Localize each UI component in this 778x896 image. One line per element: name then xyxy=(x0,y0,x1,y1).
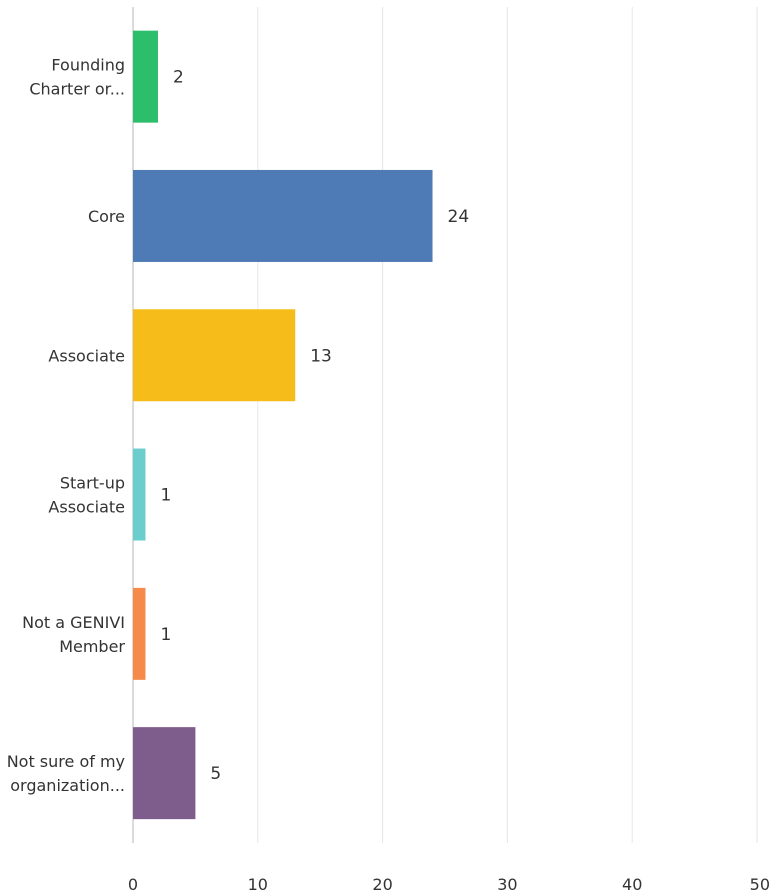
bar-2 xyxy=(133,169,433,262)
x-tick-label-0: 0 xyxy=(128,875,138,894)
category-label-2: Core xyxy=(88,207,125,226)
value-label-3: 13 xyxy=(310,346,332,366)
value-labels: 2 24 13 1 1 5 xyxy=(160,68,469,785)
gridlines xyxy=(132,7,758,843)
x-tick-label-30: 30 xyxy=(497,875,517,894)
category-label-3: Associate xyxy=(48,346,125,365)
category-label-4: Start-up Associate xyxy=(48,474,125,517)
value-label-2: 24 xyxy=(448,207,470,227)
bar-1 xyxy=(133,30,158,123)
value-label-6: 5 xyxy=(210,764,221,784)
bar-4 xyxy=(133,448,146,541)
x-axis-tick-labels: 0 10 20 30 40 50 xyxy=(128,875,770,894)
value-label-1: 2 xyxy=(173,68,184,88)
category-label-5: Not a GENIVI Member xyxy=(22,613,125,656)
category-labels: Founding Charter or... Core Associate Start-… xyxy=(7,56,126,796)
bar-6 xyxy=(133,727,196,820)
category-label-1: Founding Charter or... xyxy=(29,56,125,99)
value-label-5: 1 xyxy=(160,625,171,645)
category-label-6: Not sure of my organization... xyxy=(7,752,125,795)
bars xyxy=(133,30,433,820)
x-tick-label-20: 20 xyxy=(372,875,392,894)
x-tick-label-50: 50 xyxy=(750,875,770,894)
bar-3 xyxy=(133,309,296,402)
value-label-4: 1 xyxy=(160,486,171,506)
x-tick-label-10: 10 xyxy=(248,875,268,894)
bar-5 xyxy=(133,587,146,680)
x-tick-label-40: 40 xyxy=(622,875,642,894)
